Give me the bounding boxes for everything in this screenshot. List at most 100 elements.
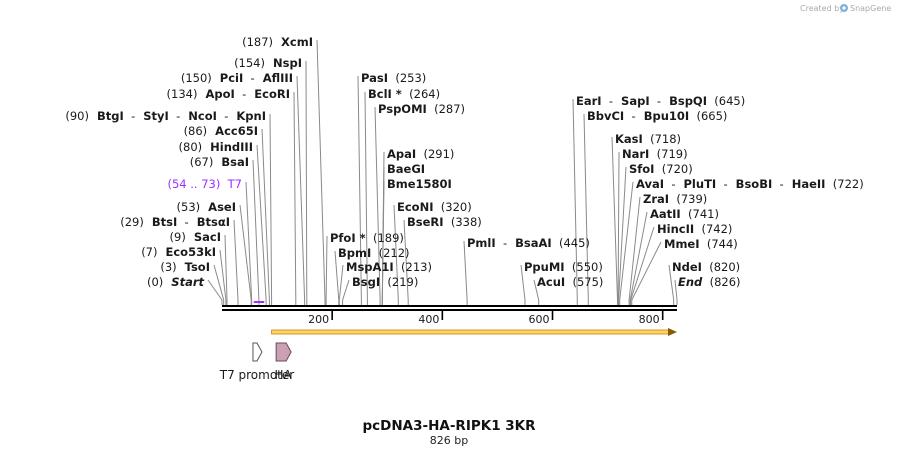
site-label-27: PmlI - BsaAI (445) bbox=[467, 236, 590, 250]
site-label-part: (80) bbox=[179, 140, 203, 154]
site-label-part: PspOMI bbox=[378, 102, 427, 116]
site-label-part: StyI bbox=[135, 109, 169, 123]
site-label-part: Bpu10I bbox=[636, 109, 689, 123]
site-leader-31 bbox=[583, 113, 589, 305]
site-leader-21 bbox=[374, 106, 381, 305]
site-leader-32 bbox=[611, 136, 618, 305]
site-label-part: (212) bbox=[371, 246, 409, 260]
site-leader-41 bbox=[674, 279, 678, 305]
site-label-29: AcuI (575) bbox=[537, 275, 603, 289]
axis-tick-label-400: 400 bbox=[418, 313, 439, 326]
site-label-part: (291) bbox=[416, 147, 454, 161]
site-label-13: (154) NspI bbox=[234, 56, 302, 70]
site-label-part: NcoI bbox=[180, 109, 217, 123]
site-label-part: PciI bbox=[212, 71, 243, 85]
site-label-part: (187) bbox=[242, 35, 273, 49]
site-label-part: (720) bbox=[654, 162, 692, 176]
site-label-34: SfoI (720) bbox=[629, 162, 693, 176]
site-leader-0 bbox=[207, 279, 223, 305]
site-label-part: - bbox=[602, 94, 613, 108]
site-label-10: (90) BtgI - StyI - NcoI - KpnI bbox=[65, 109, 266, 123]
site-label-part: HaeII bbox=[784, 177, 826, 191]
site-leader-29 bbox=[533, 279, 540, 305]
site-leader-28 bbox=[520, 264, 526, 305]
site-leader-1 bbox=[213, 264, 225, 305]
site-label-part: T7 bbox=[220, 177, 242, 191]
site-label-part: (154) bbox=[234, 56, 265, 70]
site-label-part: (550) bbox=[565, 260, 603, 274]
site-label-part: - bbox=[243, 71, 254, 85]
plasmid-length: 826 bp bbox=[430, 434, 468, 447]
site-label-part: (150) bbox=[181, 71, 212, 85]
feature-label-0: T7 promoter bbox=[219, 368, 295, 382]
site-label-part: (3) bbox=[160, 260, 176, 274]
credit-brand: SnapGene bbox=[850, 4, 891, 13]
site-label-5: (53) AseI bbox=[177, 200, 236, 214]
site-label-part: MmeI bbox=[664, 237, 700, 251]
site-label-14: (187) XcmI bbox=[242, 35, 313, 49]
site-label-12: (150) PciI - AflIII bbox=[181, 71, 293, 85]
site-label-7: (67) BsaI bbox=[190, 155, 249, 169]
snapgene-logo-icon bbox=[840, 4, 848, 12]
orf-arrow bbox=[271, 328, 677, 336]
site-label-37: AatII (741) bbox=[650, 207, 719, 221]
ha-tag-feature bbox=[275, 342, 292, 362]
site-label-part: BsaAI bbox=[507, 236, 552, 250]
site-label-part: PluTI bbox=[676, 177, 717, 191]
site-label-part: (287) bbox=[427, 102, 465, 116]
site-label-part: (741) bbox=[681, 207, 719, 221]
site-label-part: (90) bbox=[65, 109, 89, 123]
site-label-part: (320) bbox=[433, 200, 471, 214]
site-leader-26 bbox=[403, 219, 409, 305]
site-label-part: - bbox=[772, 177, 783, 191]
site-label-part: AcuI bbox=[537, 275, 565, 289]
site-label-part: - bbox=[664, 177, 675, 191]
site-label-part: - bbox=[624, 109, 635, 123]
axis-tick-label-800: 800 bbox=[639, 313, 660, 326]
site-label-part: (213) bbox=[394, 260, 432, 274]
site-leader-10 bbox=[269, 113, 273, 305]
site-leader-36 bbox=[628, 196, 641, 305]
site-leader-3 bbox=[224, 234, 228, 305]
site-label-part: BbvCI bbox=[587, 109, 624, 123]
site-label-part: (338) bbox=[444, 215, 482, 229]
site-label-part: NdeI bbox=[672, 260, 702, 274]
site-label-part: (134) bbox=[167, 87, 198, 101]
site-label-part: End bbox=[678, 275, 703, 289]
site-label-23: BaeGI bbox=[387, 162, 425, 176]
site-label-part: Start bbox=[163, 275, 204, 289]
site-leader-33 bbox=[617, 151, 620, 305]
site-leader-8 bbox=[256, 144, 267, 305]
site-leader-7 bbox=[252, 159, 260, 305]
site-label-part: BspQI bbox=[661, 94, 707, 108]
site-label-part: KasI bbox=[615, 132, 643, 146]
site-label-40: NdeI (820) bbox=[672, 260, 740, 274]
site-leader-11 bbox=[293, 91, 297, 305]
site-leader-27 bbox=[463, 240, 468, 305]
site-label-8: (80) HindIII bbox=[179, 140, 253, 154]
site-label-11: (134) ApoI - EcoRI bbox=[167, 87, 290, 101]
site-leader-24 bbox=[381, 181, 385, 305]
site-leader-40 bbox=[668, 264, 675, 305]
site-label-part: PfoI * bbox=[330, 231, 366, 245]
site-label-part: TsoI bbox=[177, 260, 210, 274]
site-leader-19 bbox=[357, 75, 362, 305]
site-label-28: PpuMI (550) bbox=[524, 260, 603, 274]
site-label-part: EcoNI bbox=[397, 200, 433, 214]
credit-prefix: Created by bbox=[800, 4, 844, 13]
site-leader-25 bbox=[393, 204, 399, 305]
site-label-part: PpuMI bbox=[524, 260, 565, 274]
site-label-19: PasI (253) bbox=[361, 71, 426, 85]
site-label-6: (54 .. 73) T7 bbox=[167, 177, 242, 191]
site-label-part: - bbox=[235, 87, 246, 101]
site-leader-14 bbox=[316, 39, 326, 305]
site-label-part: (645) bbox=[707, 94, 745, 108]
site-label-26: BseRI (338) bbox=[407, 215, 482, 229]
site-label-part: AatII bbox=[650, 207, 681, 221]
site-label-part: (744) bbox=[700, 237, 738, 251]
site-label-part: Eco53kI bbox=[157, 245, 216, 259]
site-label-part: (253) bbox=[388, 71, 426, 85]
axis-tick-label-600: 600 bbox=[529, 313, 550, 326]
site-label-part: - bbox=[716, 177, 727, 191]
site-label-part: BclI * bbox=[368, 87, 402, 101]
